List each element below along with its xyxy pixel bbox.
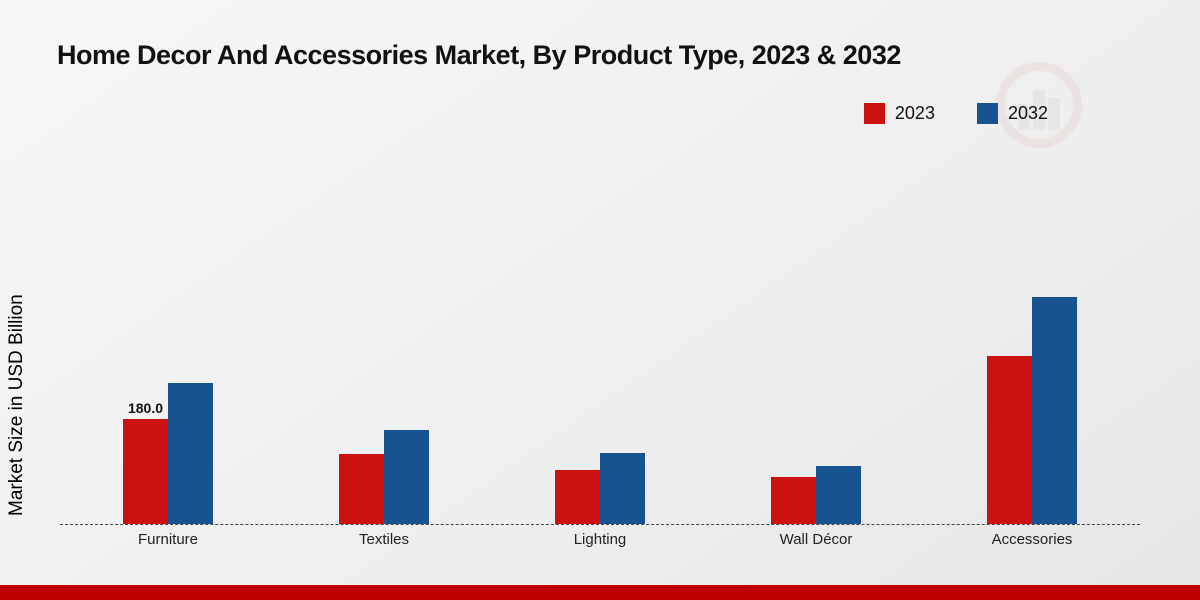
bar-value-label: 180.0 <box>127 400 164 416</box>
category-labels: Furniture Textiles Lighting Wall Décor Acces… <box>60 531 1140 548</box>
bar-2023-furniture <box>123 419 168 524</box>
legend-label: 2032 <box>1007 103 1048 123</box>
bar-2032-lighting <box>600 452 645 524</box>
bar-2023-wall-décor <box>771 476 816 524</box>
bar-2023-textiles <box>339 454 384 524</box>
bar-2032-textiles <box>384 430 429 524</box>
chart-title: Home Decor And Accessories Market, By Pr… <box>57 40 901 70</box>
chart-area: 180.0 Furniture Textiles Lighting Wall Déco… <box>60 279 1140 548</box>
y-axis-label: Market Size in USD Billion <box>6 294 27 516</box>
legend-label: 2023 <box>894 103 935 123</box>
bar-2032-accessories <box>1032 297 1077 524</box>
x-axis-baseline <box>60 524 1140 525</box>
category-label-textiles: Textiles <box>358 531 410 548</box>
plot-area: 180.0 <box>60 279 1140 524</box>
legend-swatch-2032 <box>976 103 998 124</box>
bar-2023-accessories <box>987 356 1032 524</box>
bar-group-furniture: 180.0 <box>123 382 213 524</box>
category-label-accessories: Accessories <box>991 531 1073 548</box>
legend-swatch-2023 <box>863 103 885 124</box>
category-label-furniture: Furniture <box>137 531 199 548</box>
bar-group-textiles <box>339 430 429 524</box>
bar-group-wall-décor <box>771 466 861 524</box>
bar-2023-lighting <box>555 469 600 524</box>
footer-red-strip <box>0 585 1200 600</box>
bar-2032-wall-décor <box>816 466 861 524</box>
category-label-lighting: Lighting <box>573 531 627 548</box>
legend-item-2032: 2032 <box>976 103 1048 124</box>
watermark-bar-icon <box>1018 104 1030 130</box>
category-label-wall-décor: Wall Décor <box>779 531 853 548</box>
bar-group-lighting <box>555 452 645 524</box>
watermark-bar-icon <box>1033 90 1045 130</box>
bar-group-accessories <box>987 297 1077 524</box>
watermark-bar-icon <box>1048 98 1060 130</box>
watermark-logo <box>996 62 1082 148</box>
legend: 2023 2032 <box>863 103 1048 124</box>
watermark-circle-icon <box>996 62 1082 148</box>
legend-item-2023: 2023 <box>863 103 935 124</box>
bar-2032-furniture <box>168 382 213 524</box>
